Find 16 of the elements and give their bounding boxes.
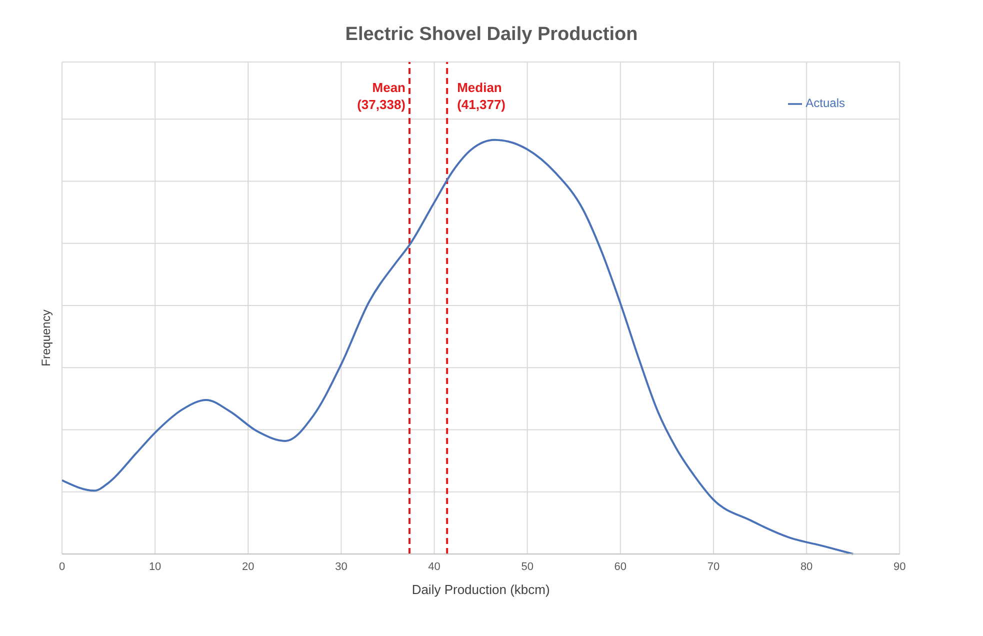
ref-line-label: Median (41,377) — [457, 80, 506, 112]
x-tick-label: 90 — [894, 560, 906, 573]
x-tick-label: 10 — [148, 560, 162, 573]
x-tick-label: 70 — [707, 560, 720, 573]
x-tick-label: 60 — [614, 560, 627, 573]
legend-label: Actuals — [806, 96, 845, 110]
x-tick-label: 20 — [242, 560, 254, 573]
x-tick-label: 80 — [800, 560, 813, 573]
x-tick-label: 0 — [58, 560, 66, 573]
ref-line-label: Mean (37,338) — [357, 80, 406, 112]
x-axis-title: Daily Production (kbcm) — [412, 582, 550, 597]
y-axis-title: Frequency — [39, 310, 53, 366]
chart-title: Electric Shovel Daily Production — [344, 24, 639, 46]
x-tick-label: 40 — [428, 560, 440, 573]
x-tick-label: 50 — [521, 560, 534, 573]
x-tick-label: 30 — [335, 560, 348, 573]
